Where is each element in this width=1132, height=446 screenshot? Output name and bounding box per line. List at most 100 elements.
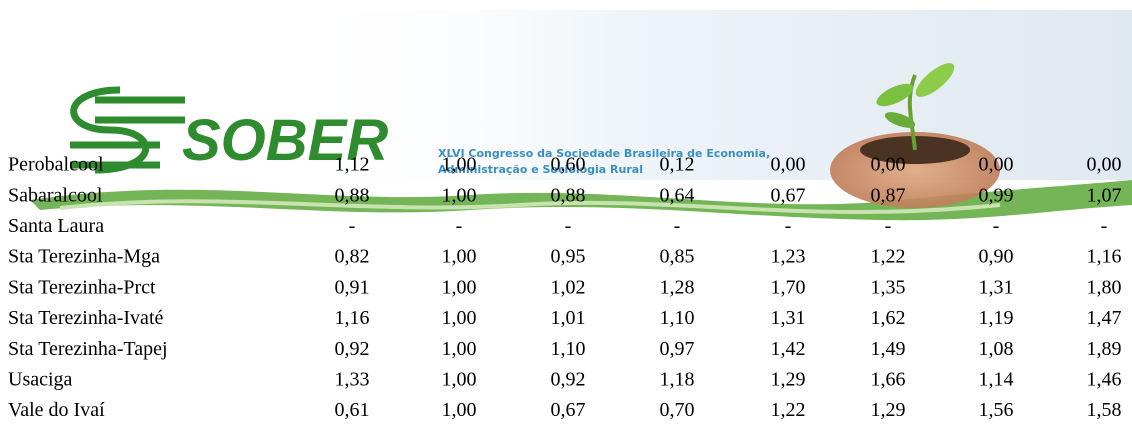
cell-value: 0,67 bbox=[771, 184, 806, 206]
cell-value: 1,01 bbox=[551, 307, 586, 329]
cell-value: 0,00 bbox=[871, 154, 906, 176]
sober-symbol bbox=[70, 86, 185, 174]
cell-value: 1,70 bbox=[771, 276, 806, 298]
cell-value: 1,22 bbox=[871, 246, 906, 268]
cell-value: 1,02 bbox=[551, 276, 586, 298]
cell-value: - bbox=[674, 215, 681, 237]
cell-value: 1,00 bbox=[442, 276, 477, 298]
cell-value: 1,31 bbox=[979, 276, 1014, 298]
cell-value: 0,67 bbox=[551, 399, 586, 421]
logo-text: SOBER bbox=[182, 108, 388, 173]
cell-value: 1,16 bbox=[335, 307, 370, 329]
table-row: Sta Terezinha-Mga 0,82 1,00 0,95 0,85 1,23 1,2… bbox=[8, 246, 1122, 268]
cell-value: 1,18 bbox=[660, 368, 695, 390]
cell-value: 1,66 bbox=[871, 368, 906, 390]
cell-value: 1,00 bbox=[442, 368, 477, 390]
cell-value: 0,00 bbox=[1087, 154, 1122, 176]
cell-value: 0,00 bbox=[771, 154, 806, 176]
cell-value: 0,12 bbox=[660, 154, 695, 176]
cell-value: 1,23 bbox=[771, 246, 806, 268]
cell-value: 1,29 bbox=[771, 368, 806, 390]
subtitle-line: XLVI Congresso da Sociedade Brasileira d… bbox=[438, 147, 770, 160]
row-label: Vale do Ivaí bbox=[8, 399, 105, 421]
cell-value: 1,33 bbox=[335, 368, 370, 390]
cell-value: 1,80 bbox=[1087, 276, 1122, 298]
swoosh-highlight bbox=[59, 199, 1001, 215]
cell-value: 1,58 bbox=[1087, 399, 1122, 421]
row-label: Sta Terezinha-Prct bbox=[8, 276, 156, 298]
cell-value: 1,46 bbox=[1087, 368, 1122, 390]
cell-value: 0,60 bbox=[551, 154, 586, 176]
cell-value: 0,92 bbox=[335, 338, 370, 360]
table-row: Sta Terezinha-Tapej 0,92 1,00 1,10 0,97 1,42 1… bbox=[8, 338, 1122, 360]
cell-value: 1,12 bbox=[335, 154, 370, 176]
banner: SOBER XLVI Congresso da Sociedade Brasil… bbox=[30, 10, 1132, 221]
cell-value: 0,92 bbox=[551, 368, 586, 390]
cell-value: 0,97 bbox=[660, 338, 695, 360]
cell-value: 0,88 bbox=[335, 184, 370, 206]
cell-value: 0,70 bbox=[660, 399, 695, 421]
cell-value: 1,47 bbox=[1087, 307, 1122, 329]
cell-value: 1,42 bbox=[771, 338, 806, 360]
cell-value: 1,35 bbox=[871, 276, 906, 298]
cell-value: 1,00 bbox=[442, 184, 477, 206]
table-row: Sta Terezinha-Ivaté 1,16 1,00 1,01 1,10 1,31 1… bbox=[8, 307, 1122, 329]
row-label: Santa Laura bbox=[8, 215, 104, 237]
cell-value: 1,10 bbox=[660, 307, 695, 329]
cell-value: 0,82 bbox=[335, 246, 370, 268]
cell-value: 1,29 bbox=[871, 399, 906, 421]
cell-value: 1,16 bbox=[1087, 246, 1122, 268]
cell-value: 1,00 bbox=[442, 307, 477, 329]
cell-value: 0,64 bbox=[660, 184, 695, 206]
cell-value: 0,61 bbox=[335, 399, 370, 421]
row-label: Perobalcool bbox=[8, 154, 104, 176]
cell-value: 1,00 bbox=[442, 246, 477, 268]
cell-value: 1,28 bbox=[660, 276, 695, 298]
cell-value: 0,87 bbox=[871, 184, 906, 206]
subtitle-line: Administração e Sociologia Rural bbox=[438, 163, 643, 176]
cell-value: 1,49 bbox=[871, 338, 906, 360]
cell-value: 1,56 bbox=[979, 399, 1014, 421]
cell-value: 1,14 bbox=[979, 368, 1014, 390]
cell-value: - bbox=[565, 215, 572, 237]
cell-value: 1,62 bbox=[871, 307, 906, 329]
cell-value: 0,88 bbox=[551, 184, 586, 206]
cell-value: 0,99 bbox=[979, 184, 1014, 206]
cell-value: 1,08 bbox=[979, 338, 1014, 360]
cell-value: - bbox=[885, 215, 892, 237]
cell-value: 1,89 bbox=[1087, 338, 1122, 360]
cell-value: 1,07 bbox=[1087, 184, 1122, 206]
cell-value: - bbox=[785, 215, 792, 237]
cell-value: 1,19 bbox=[979, 307, 1014, 329]
cell-value: - bbox=[1101, 215, 1108, 237]
row-label: Sta Terezinha-Tapej bbox=[8, 338, 168, 360]
cell-value: 1,31 bbox=[771, 307, 806, 329]
table-row: Sta Terezinha-Prct 0,91 1,00 1,02 1,28 1,70 1,… bbox=[8, 276, 1122, 298]
row-label: Usaciga bbox=[8, 368, 73, 390]
cell-value: 1,00 bbox=[442, 154, 477, 176]
cell-value: 1,22 bbox=[771, 399, 806, 421]
row-label: Sabaralcool bbox=[8, 184, 103, 206]
cell-value: - bbox=[349, 215, 356, 237]
cell-value: 0,00 bbox=[979, 154, 1014, 176]
hands-with-plant bbox=[830, 63, 1000, 208]
cell-value: 0,91 bbox=[335, 276, 370, 298]
table-row: Usaciga 1,33 1,00 0,92 1,18 1,29 1,66 1,14 1,46 bbox=[8, 368, 1122, 390]
cell-value: 0,85 bbox=[660, 246, 695, 268]
table-row: Sabaralcool 0,88 1,00 0,88 0,64 0,67 0,87 0,99 1… bbox=[8, 184, 1122, 206]
cell-value: 0,90 bbox=[979, 246, 1014, 268]
cell-value: 0,95 bbox=[551, 246, 586, 268]
table-row: Perobalcool 1,12 1,00 0,60 0,12 0,00 0,00 0,00 0… bbox=[8, 154, 1122, 176]
cell-value: 1,00 bbox=[442, 338, 477, 360]
table-row: Vale do Ivaí 0,61 1,00 0,67 0,70 1,22 1,29 1,56… bbox=[8, 399, 1122, 421]
cell-value: - bbox=[993, 215, 1000, 237]
banner-background bbox=[290, 10, 1132, 180]
cell-value: 1,00 bbox=[442, 399, 477, 421]
cell-value: - bbox=[456, 215, 463, 237]
cell-value: 1,10 bbox=[551, 338, 586, 360]
row-label: Sta Terezinha-Ivaté bbox=[8, 307, 163, 329]
row-label: Sta Terezinha-Mga bbox=[8, 246, 160, 268]
table-row: Santa Laura - - - - - - - - bbox=[8, 215, 1107, 237]
table: Perobalcool 1,12 1,00 0,60 0,12 0,00 0,00 0,00 0… bbox=[8, 154, 1122, 422]
